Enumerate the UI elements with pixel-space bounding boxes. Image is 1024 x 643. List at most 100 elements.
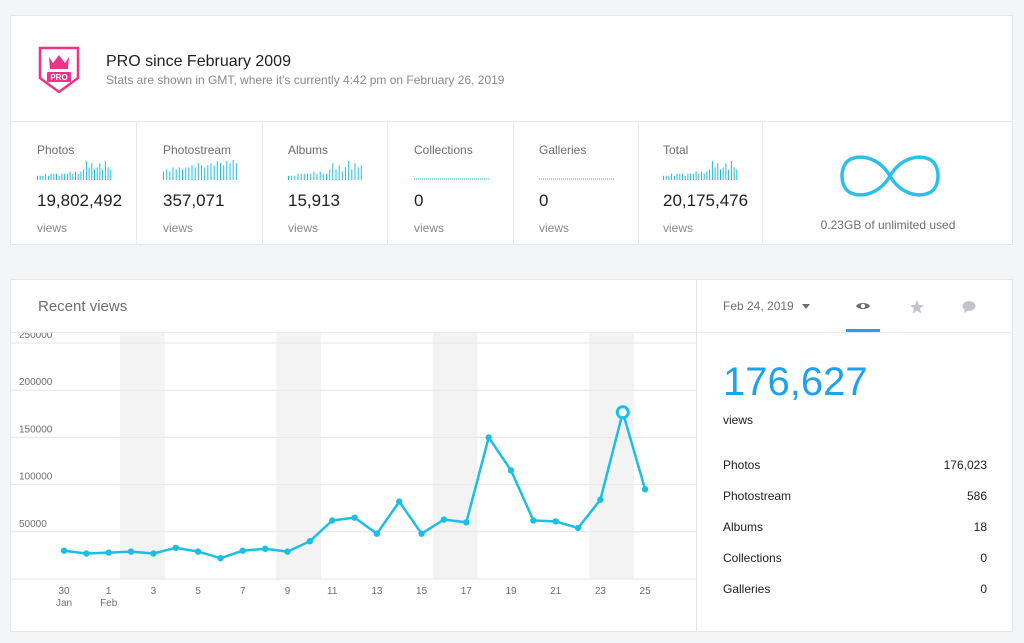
y-tick-label: 250000 [19,333,53,341]
stat-value: 19,802,492 [37,191,123,210]
data-point[interactable] [351,514,358,521]
sparkline-bar [316,173,318,180]
x-tick-label: 11 [327,586,338,597]
sparkline-bar [220,163,221,180]
x-tick-label: 5 [195,586,201,597]
data-point[interactable] [329,517,336,524]
data-point[interactable] [485,434,492,441]
sparkline-bar [235,163,237,180]
data-point[interactable] [150,550,157,557]
x-tick-label: 3 [151,586,157,597]
sparkline-bar [169,171,171,180]
sparkline-bar [88,167,90,180]
weekend-band [432,333,478,579]
recent-views-title: Recent views [38,298,128,315]
sparkline-bar [75,171,76,180]
tab-favorites[interactable] [900,292,934,332]
data-point[interactable] [172,544,179,552]
data-point[interactable] [552,518,559,525]
x-tick-label: 1 [106,586,112,597]
x-tick-label: 23 [595,586,607,597]
data-point[interactable] [396,498,403,505]
data-point[interactable] [306,538,314,545]
sparkline-bar [338,165,340,180]
data-point-selected[interactable] [615,405,630,420]
sparkline-bar [291,175,293,180]
data-point[interactable] [239,547,246,554]
day-detail-header: Feb 24, 2019 [697,280,1013,333]
sparkline-bar [66,173,68,180]
stat-photos[interactable]: Photos 19,802,492 views [11,122,137,245]
views-chart[interactable]: 250000 200000 150000 100000 50000 30 Jan 1 Feb 3 5… [11,332,696,632]
sparkline-photos [37,161,112,180]
breakdown-value: 0 [980,582,987,596]
data-point[interactable] [261,545,269,552]
sparkline-bar [45,173,47,180]
stat-collections[interactable]: Collections 0 views [388,122,514,245]
sparkline-bar [345,167,346,180]
data-point[interactable] [574,524,582,532]
data-point[interactable] [463,519,470,526]
data-point[interactable] [507,467,515,474]
stat-unit: views [414,221,445,235]
sparkline-bar [182,169,183,180]
sparkline-bar [682,173,683,180]
data-point[interactable] [440,516,448,523]
recent-views-panel: Recent views 250000 200000 150000 100000 500… [11,280,697,631]
data-point[interactable] [127,548,135,555]
data-point[interactable] [284,548,291,555]
sparkline-bar [72,173,74,180]
sparkline-bar [326,173,327,180]
sparkline-bar [99,163,101,180]
tab-views[interactable] [846,292,880,332]
sparkline-bar [706,171,708,180]
sparkline-bar [728,169,730,180]
sparkline-bar [94,169,95,180]
data-point[interactable] [105,549,112,556]
data-point[interactable] [83,550,90,557]
stat-unit: views [288,221,319,235]
day-detail-panel: Feb 24, 2019 176,627 views [697,280,1013,631]
stat-label: Collections [414,143,473,157]
sparkline-bar [341,171,343,180]
sparkline-bar [163,171,164,180]
pro-crown-badge-icon: PRO [38,46,80,94]
stat-value: 0 [414,191,424,210]
stat-unit: views [163,221,194,235]
breakdown-label: Collections [723,551,782,565]
sparkline-bar [37,175,38,180]
breakdown-row-photostream: Photostream 586 [723,489,987,509]
stat-galleries[interactable]: Galleries 0 views [513,122,639,245]
data-point[interactable] [217,555,224,562]
stat-photostream[interactable]: Photostream 357,071 views [137,122,263,245]
sparkline-bar [297,173,299,180]
data-point[interactable] [530,517,537,524]
sparkline-bar [319,171,321,180]
sparkline-bar [665,175,667,180]
sparkline-bar [717,163,719,180]
stat-total[interactable]: Total 20,175,476 views [637,122,763,245]
breakdown-row-photos: Photos 176,023 [723,458,987,478]
sparkline-bar [671,173,673,180]
sparkline-albums [288,161,362,180]
data-point[interactable] [60,547,68,554]
data-point[interactable] [597,496,604,503]
stat-albums[interactable]: Albums 15,913 views [262,122,388,245]
breakdown-label: Photos [723,458,761,472]
data-point[interactable] [418,530,425,537]
x-tick-label: 13 [371,586,383,597]
date-dropdown[interactable]: Feb 24, 2019 [723,299,810,313]
stat-unit: views [539,221,570,235]
pro-subtitle: Stats are shown in GMT, where it's curre… [106,73,505,87]
data-point[interactable] [641,486,649,493]
sparkline-bar [300,173,302,180]
tab-comments[interactable] [952,292,986,332]
sparkline-bar [351,169,353,180]
x-tick-label: 7 [240,586,246,597]
breakdown-label: Photostream [723,489,792,503]
sparkline-bar [329,169,331,180]
data-point[interactable] [373,530,381,537]
sparkline-bar [303,173,305,180]
data-point[interactable] [194,548,202,555]
